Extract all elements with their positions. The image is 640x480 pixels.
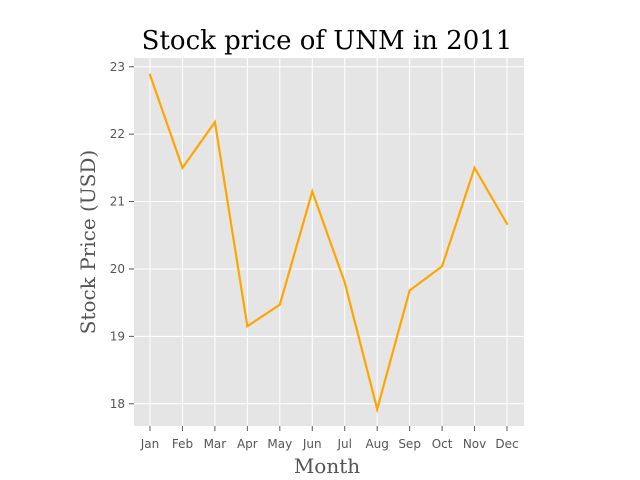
x-tick-label: Feb bbox=[172, 437, 193, 451]
series-layer bbox=[148, 73, 509, 414]
chart-title: Stock price of UNM in 2011 bbox=[142, 26, 513, 56]
x-tick-label: Mar bbox=[204, 437, 227, 451]
plot-area bbox=[134, 58, 524, 426]
x-gridlines bbox=[149, 58, 508, 426]
y-tick-label: 19 bbox=[110, 329, 125, 343]
x-tick-label: Aug bbox=[365, 437, 388, 451]
y-tick-label: 22 bbox=[110, 127, 125, 141]
series-line bbox=[148, 73, 509, 414]
x-tick-label: Dec bbox=[495, 437, 518, 451]
x-axis-label: Month bbox=[294, 454, 360, 478]
x-tick-label: Apr bbox=[237, 437, 258, 451]
x-tick-label: Nov bbox=[463, 437, 486, 451]
x-tick-label: Sep bbox=[398, 437, 421, 451]
x-tick-label: May bbox=[267, 437, 292, 451]
x-tick-label: Jun bbox=[302, 437, 322, 451]
x-axis: Jan Feb Mar Apr May Jun Jul Aug Sep Oct Nov Dec bbox=[140, 426, 519, 451]
x-tick-label: Jan bbox=[140, 437, 160, 451]
y-tick-label: 18 bbox=[110, 397, 125, 411]
y-tick-label: 23 bbox=[110, 60, 125, 74]
y-gridlines bbox=[134, 66, 524, 405]
y-axis-label: Stock Price (USD) bbox=[76, 150, 100, 334]
y-tick-label: 21 bbox=[110, 195, 125, 209]
y-tick-label: 20 bbox=[110, 262, 125, 276]
x-tick-label: Jul bbox=[336, 437, 351, 451]
y-axis: 18 19 20 21 22 23 bbox=[110, 60, 134, 411]
x-tick-label: Oct bbox=[432, 437, 453, 451]
